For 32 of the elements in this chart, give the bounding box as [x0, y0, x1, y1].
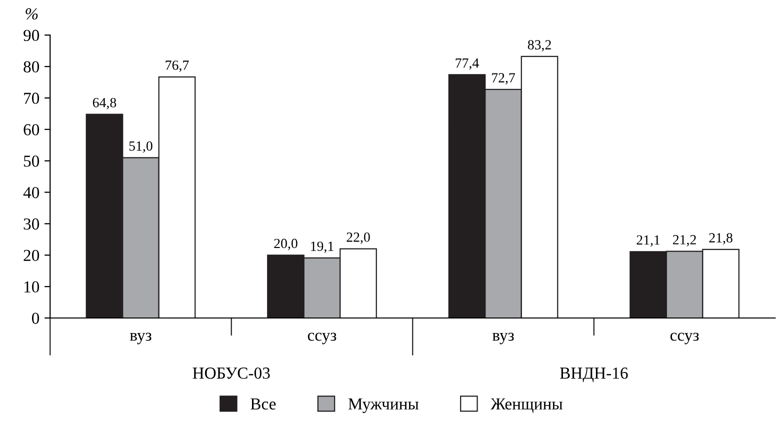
- y-tick-label: 80: [24, 61, 40, 72]
- x-tick-label: ссуз: [308, 332, 336, 344]
- text: ВНДН-16: [560, 368, 628, 382]
- y-tick-label: 30: [24, 218, 40, 230]
- y-tick-label: 0: [32, 312, 40, 324]
- y-tick-label: 40: [23, 186, 40, 198]
- legend-label: Женщины: [490, 398, 562, 413]
- x-tick-label: вуз: [130, 332, 152, 344]
- data-label: 19,1: [311, 242, 334, 253]
- y-tick-label: 20: [24, 250, 40, 262]
- data-label: 21,8: [709, 233, 732, 244]
- x-tick-label: ссуз: [670, 332, 699, 344]
- y-tick-label: 10: [24, 281, 40, 293]
- y-tick-label: 70: [24, 92, 40, 104]
- y-axis-title: %: [26, 8, 38, 20]
- text: НОБУС-03: [192, 368, 270, 379]
- data-label: 51,0: [129, 141, 152, 153]
- data-label: 76,7: [166, 60, 189, 72]
- data-label: 64,8: [92, 98, 116, 110]
- y-tick-label: 90: [24, 30, 40, 42]
- data-label: 21,2: [672, 235, 696, 246]
- legend-label: Все: [250, 398, 276, 410]
- x-tick-label: вуз: [492, 332, 514, 344]
- data-label: 22,0: [346, 232, 370, 244]
- data-label: 20,0: [274, 238, 298, 250]
- data-label: 77,4: [456, 58, 479, 70]
- data-label: 21,1: [636, 235, 660, 247]
- legend-label: Мужчины: [348, 398, 419, 413]
- y-tick-label: 50: [24, 156, 40, 167]
- data-label: 83,2: [528, 40, 551, 52]
- data-label: 72,7: [492, 73, 516, 84]
- y-tick-label: 60: [24, 124, 40, 136]
